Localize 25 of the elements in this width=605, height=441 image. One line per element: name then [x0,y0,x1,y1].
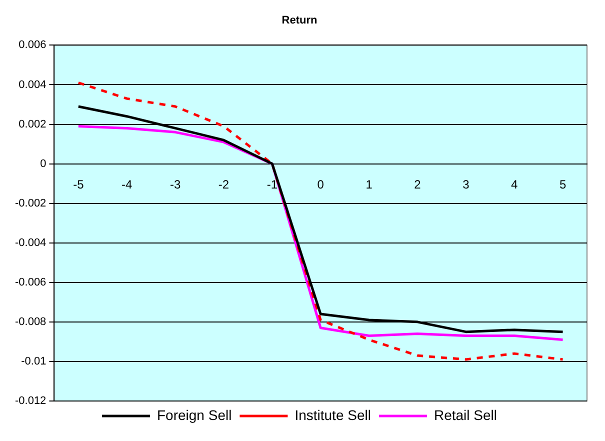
x-tick-label: 0 [317,177,324,192]
y-tick-label: -0.01 [21,356,46,368]
x-tick-label: -3 [170,177,181,192]
y-tick-label: 0 [40,158,46,170]
x-tick-label: 3 [462,177,470,192]
legend-label: Institute Sell [294,406,371,423]
y-tick-label: 0.004 [18,78,46,91]
y-tick-label: -0.004 [14,236,46,249]
x-tick-label: -4 [122,177,133,192]
x-tick-label: 1 [366,177,373,192]
legend-label: Retail Sell [434,406,497,423]
x-tick-label: -1 [266,177,278,192]
x-tick-label: 2 [414,177,422,192]
y-tick-label: -0.008 [14,316,46,328]
chart-title: Return [282,14,318,27]
y-tick-label: -0.012 [14,395,46,408]
y-tick-label: -0.002 [14,197,46,210]
y-tick-label: 0.006 [18,39,46,52]
x-tick-label: -2 [218,177,230,192]
x-tick-label: -5 [73,177,84,192]
x-tick-label: 4 [511,177,518,192]
legend-label: Foreign Sell [157,406,232,423]
x-tick-label: 5 [559,177,566,192]
y-tick-label: -0.006 [14,276,46,288]
y-tick-label: 0.002 [18,118,46,130]
